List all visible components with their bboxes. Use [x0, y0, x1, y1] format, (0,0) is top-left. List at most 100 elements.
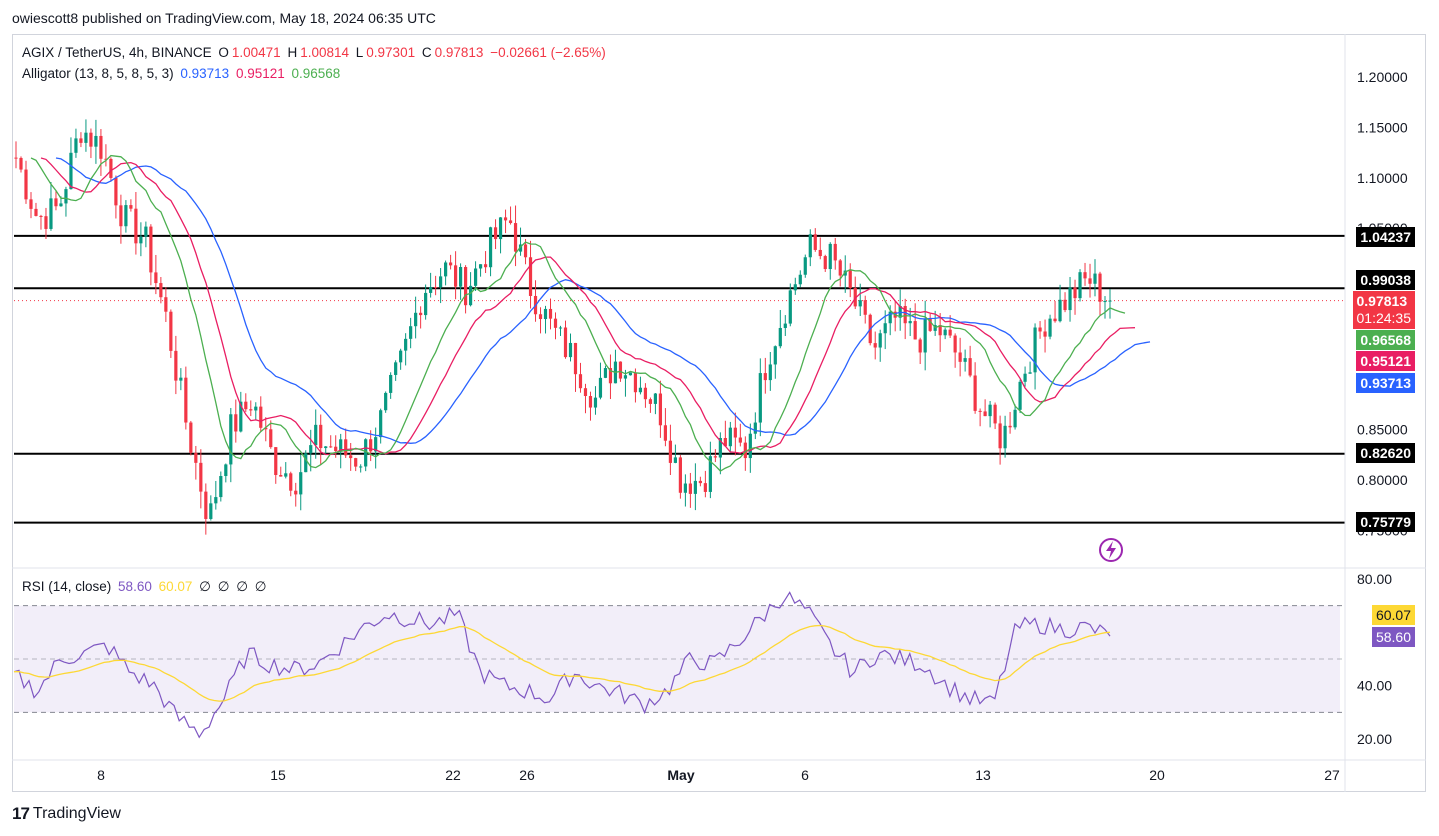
candle[interactable]: [1023, 366, 1027, 387]
candle[interactable]: [1098, 271, 1102, 316]
candle[interactable]: [1003, 415, 1007, 458]
candle[interactable]: [563, 320, 568, 359]
candle[interactable]: [369, 430, 373, 462]
candle[interactable]: [938, 313, 942, 352]
candle[interactable]: [1038, 321, 1042, 339]
candle[interactable]: [463, 265, 468, 314]
candle[interactable]: [523, 238, 528, 265]
candle[interactable]: [468, 272, 473, 307]
candle[interactable]: [84, 119, 88, 152]
candle[interactable]: [1018, 379, 1022, 414]
candle[interactable]: [259, 396, 263, 432]
candle[interactable]: [838, 258, 842, 287]
candle[interactable]: [533, 280, 538, 322]
candle[interactable]: [983, 399, 987, 417]
candle[interactable]: [553, 312, 558, 340]
candle[interactable]: [778, 310, 782, 349]
candle[interactable]: [678, 455, 682, 499]
candle[interactable]: [1053, 301, 1057, 323]
candle[interactable]: [314, 409, 318, 459]
candle[interactable]: [344, 428, 348, 458]
candle[interactable]: [204, 483, 208, 535]
candle[interactable]: [1103, 296, 1107, 319]
candle[interactable]: [728, 421, 732, 452]
candle[interactable]: [818, 237, 822, 260]
candle[interactable]: [439, 268, 443, 304]
candle[interactable]: [159, 277, 163, 304]
candle[interactable]: [848, 263, 852, 298]
candle[interactable]: [14, 141, 18, 169]
candle[interactable]: [434, 275, 438, 296]
candle[interactable]: [449, 254, 453, 270]
candle[interactable]: [249, 400, 253, 417]
candle[interactable]: [399, 348, 403, 370]
candle[interactable]: [688, 472, 692, 508]
candle[interactable]: [538, 307, 543, 334]
candle[interactable]: [743, 436, 747, 471]
candle[interactable]: [638, 376, 643, 395]
candle[interactable]: [953, 333, 957, 368]
rsi-ma-line[interactable]: [13, 624, 1111, 702]
candle[interactable]: [723, 420, 727, 447]
candle[interactable]: [673, 444, 677, 464]
candle[interactable]: [64, 186, 68, 217]
candle[interactable]: [214, 480, 218, 510]
candle[interactable]: [633, 368, 638, 403]
candle[interactable]: [94, 119, 98, 164]
candle[interactable]: [39, 214, 43, 230]
candle[interactable]: [44, 207, 48, 239]
candle[interactable]: [284, 462, 288, 479]
candle[interactable]: [1093, 259, 1097, 297]
candle[interactable]: [294, 482, 298, 507]
candle[interactable]: [803, 254, 807, 278]
candle[interactable]: [1043, 319, 1047, 353]
candle[interactable]: [918, 337, 922, 365]
candle[interactable]: [139, 222, 143, 257]
candle[interactable]: [49, 182, 53, 231]
candle[interactable]: [708, 441, 712, 499]
symbol-name[interactable]: AGIX / TetherUS, 4h, BINANCE: [22, 45, 212, 60]
candle[interactable]: [843, 255, 847, 293]
alligator-teeth-line[interactable]: [40, 157, 1136, 456]
candle[interactable]: [653, 392, 658, 415]
candle[interactable]: [828, 242, 832, 280]
candle[interactable]: [329, 435, 333, 448]
candle[interactable]: [763, 357, 767, 394]
candle[interactable]: [773, 345, 777, 379]
candle[interactable]: [993, 402, 997, 430]
candle[interactable]: [274, 447, 278, 484]
candle[interactable]: [608, 354, 613, 400]
candle[interactable]: [324, 446, 328, 454]
candle[interactable]: [109, 157, 113, 182]
alligator-legend[interactable]: Alligator (13, 8, 5, 8, 5, 3) 0.93713 0.…: [22, 66, 343, 81]
candle[interactable]: [788, 283, 792, 327]
candle[interactable]: [518, 227, 523, 256]
rsi-legend[interactable]: RSI (14, close) 58.60 60.07 ∅ ∅ ∅ ∅: [22, 579, 270, 595]
candle[interactable]: [978, 408, 982, 427]
candle[interactable]: [199, 449, 203, 509]
candle[interactable]: [473, 261, 478, 291]
candle[interactable]: [483, 251, 488, 274]
candle[interactable]: [149, 224, 153, 286]
candle[interactable]: [404, 333, 408, 366]
candle[interactable]: [69, 137, 73, 190]
candle[interactable]: [289, 471, 293, 497]
candle[interactable]: [269, 420, 273, 449]
candle[interactable]: [179, 368, 183, 391]
candle[interactable]: [124, 200, 128, 233]
candle[interactable]: [1073, 279, 1077, 315]
candle[interactable]: [1078, 269, 1082, 302]
candle[interactable]: [798, 270, 802, 288]
candle[interactable]: [184, 366, 188, 430]
candle[interactable]: [458, 263, 463, 300]
candle[interactable]: [359, 464, 363, 473]
candle[interactable]: [573, 342, 578, 392]
candle[interactable]: [568, 333, 573, 362]
candle[interactable]: [34, 202, 38, 217]
candle[interactable]: [878, 329, 882, 362]
candle[interactable]: [668, 424, 673, 476]
candle[interactable]: [508, 206, 513, 225]
candle[interactable]: [229, 407, 233, 483]
candle[interactable]: [943, 327, 947, 340]
candle[interactable]: [698, 476, 702, 487]
